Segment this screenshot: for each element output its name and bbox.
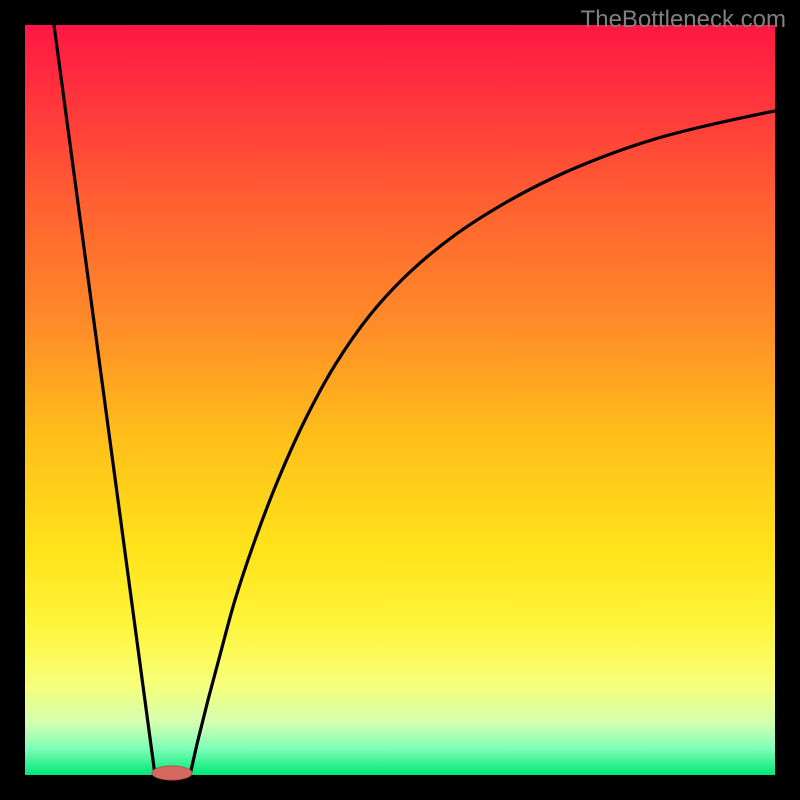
chart-container: TheBottleneck.com bbox=[0, 0, 800, 800]
optimal-point-marker bbox=[152, 766, 192, 780]
bottleneck-chart bbox=[0, 0, 800, 800]
watermark-text: TheBottleneck.com bbox=[581, 6, 786, 34]
